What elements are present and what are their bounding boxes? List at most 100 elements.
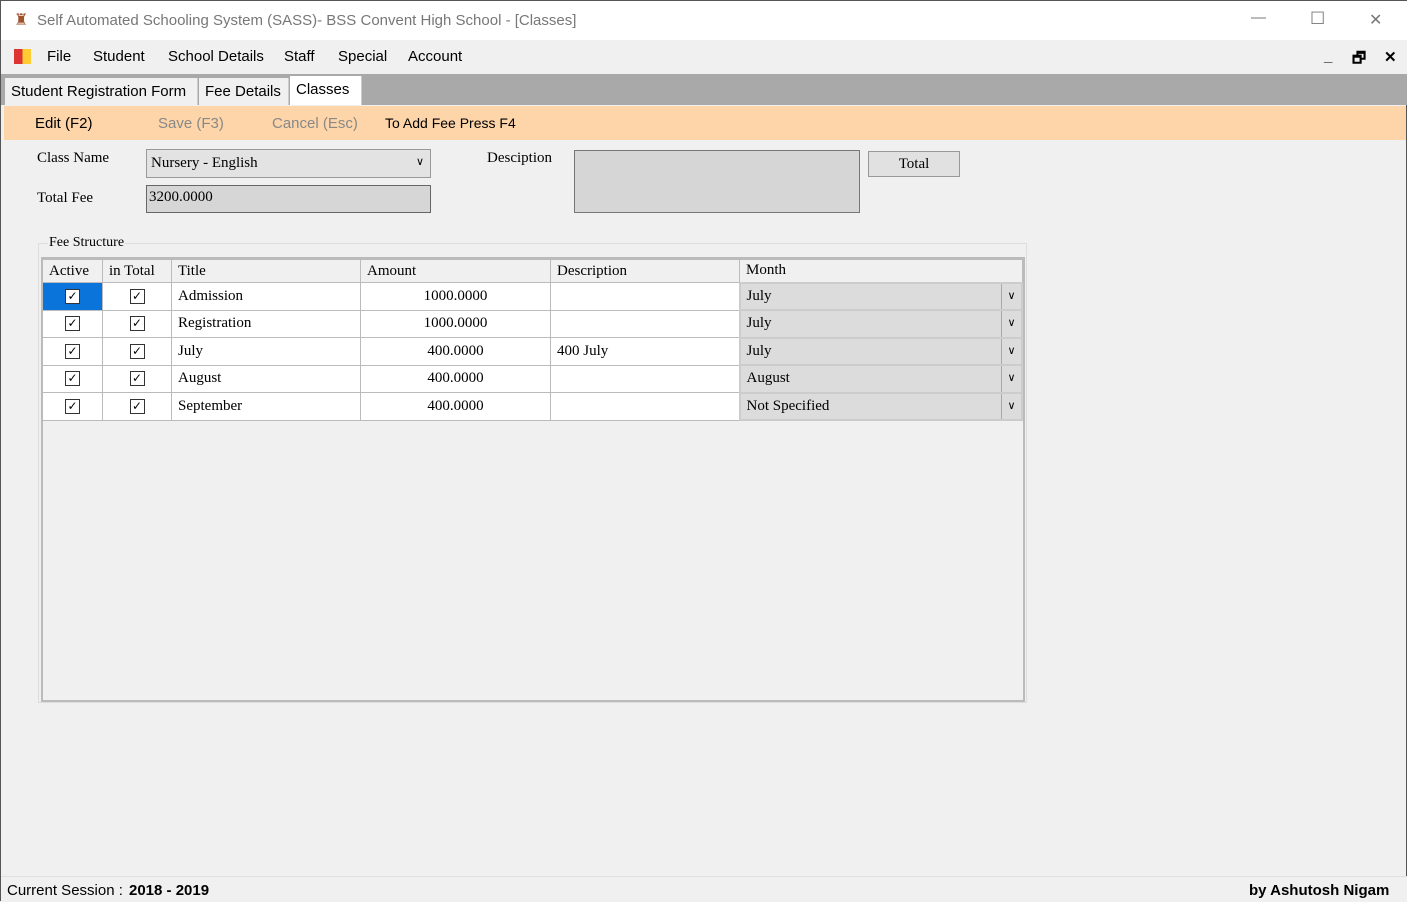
active-checkbox[interactable]: ✓ [65,343,80,359]
session-label: Current Session : [7,882,123,899]
mdi-icon [14,49,31,64]
amount-cell[interactable]: 400.0000 [360,364,551,393]
col-description[interactable]: Description [550,259,740,283]
chevron-down-icon[interactable]: ∨ [1001,338,1021,364]
status-bar: Current Session : 2018 - 2019 by Ashutos… [1,876,1407,902]
description-cell[interactable] [550,282,740,311]
table-row[interactable]: ✓ ✓ Registration 1000.0000 July ∨ [42,309,1023,339]
title-cell[interactable]: Registration [171,309,361,338]
header-row: Active in Total Title Amount Description… [42,259,1023,283]
active-checkbox[interactable]: ✓ [65,288,80,304]
window-title: Self Automated Schooling System (SASS)- … [37,12,577,29]
cancel-button[interactable]: Cancel (Esc) [272,115,358,132]
col-active[interactable]: Active [42,259,103,283]
amount-cell[interactable]: 400.0000 [360,392,551,421]
menu-special[interactable]: Special [338,48,388,65]
table-row[interactable]: ✓ ✓ July 400.0000 400 July July ∨ [42,336,1023,366]
month-select[interactable]: Not Specified ∨ [738,391,1023,421]
app-icon: ♜ [14,12,29,29]
description-cell[interactable] [550,392,740,421]
in-total-cell[interactable]: ✓ [102,364,172,393]
col-in-total[interactable]: in Total [102,259,172,283]
menu-staff[interactable]: Staff [284,48,315,65]
col-title[interactable]: Title [171,259,361,283]
minimize-button[interactable]: — [1251,9,1266,26]
document-tabs: Student Registration Form Fee Details Cl… [1,74,1407,105]
table-row[interactable]: ✓ ✓ September 400.0000 Not Specified ∨ [42,391,1023,421]
in-total-checkbox[interactable]: ✓ [129,371,145,387]
description-cell[interactable] [550,309,740,338]
description-cell[interactable] [550,364,740,393]
tab-classes[interactable]: Classes [290,76,362,105]
total-fee-label: Total Fee [37,190,94,206]
title-cell[interactable]: August [171,364,361,393]
class-name-value: Nursery - English [151,155,258,171]
table-row[interactable]: ✓ ✓ Admission 1000.0000 July ∨ [42,281,1023,311]
month-select[interactable]: July ∨ [738,281,1023,311]
active-cell[interactable]: ✓ [42,392,103,421]
month-value: July [746,315,772,332]
in-total-checkbox[interactable]: ✓ [129,316,145,332]
title-bar: ♜ Self Automated Schooling System (SASS)… [1,1,1407,40]
in-total-checkbox[interactable]: ✓ [129,398,145,414]
amount-cell[interactable]: 1000.0000 [360,282,551,311]
total-button[interactable]: Total [868,151,960,177]
tab-student-registration[interactable]: Student Registration Form [5,78,198,105]
title-cell[interactable]: September [171,392,361,421]
table-row[interactable]: ✓ ✓ August 400.0000 August ∨ [42,364,1023,394]
menu-bar: File Student School Details Staff Specia… [1,40,1407,74]
maximize-button[interactable]: ☐ [1310,9,1326,28]
menu-school-details[interactable]: School Details [168,48,264,65]
session-value: 2018 - 2019 [129,882,210,899]
total-fee-field[interactable]: 3200.0000 [146,185,431,213]
in-total-cell[interactable]: ✓ [102,309,172,338]
mdi-minimize-button[interactable]: _ [1324,48,1333,65]
active-checkbox[interactable]: ✓ [65,316,80,332]
month-value: July [746,342,772,359]
save-button[interactable]: Save (F3) [158,115,224,132]
toolbar: Edit (F2) Save (F3) Cancel (Esc) To Add … [4,106,1406,140]
mdi-restore-button[interactable]: 🗗 [1352,50,1367,67]
col-amount[interactable]: Amount [360,259,551,283]
amount-cell[interactable]: 400.0000 [360,337,551,366]
month-value: July [746,287,772,304]
in-total-cell[interactable]: ✓ [102,282,172,311]
active-cell[interactable]: ✓ [42,337,103,366]
fee-structure-group [38,243,1027,703]
month-select[interactable]: August ∨ [738,364,1023,394]
mdi-close-button[interactable]: ✕ [1384,49,1397,66]
class-name-select[interactable]: Nursery - English ∨ [146,149,431,178]
description-cell[interactable]: 400 July [550,337,740,366]
chevron-down-icon[interactable]: ∨ [1001,283,1021,309]
class-name-label: Class Name [37,150,110,166]
active-cell[interactable]: ✓ [42,364,103,393]
description-field[interactable] [574,150,860,213]
title-cell[interactable]: Admission [171,282,361,311]
menu-student[interactable]: Student [93,48,145,65]
close-button[interactable]: ✕ [1369,12,1383,29]
description-label: Desciption [487,150,552,166]
tab-fee-details[interactable]: Fee Details [199,78,289,105]
chevron-down-icon[interactable]: ∨ [1001,311,1021,337]
menu-account[interactable]: Account [408,48,463,65]
month-select[interactable]: July ∨ [738,309,1023,339]
in-total-checkbox[interactable]: ✓ [129,288,145,304]
active-cell[interactable]: ✓ [42,282,103,311]
month-value: August [746,370,790,387]
active-cell[interactable]: ✓ [42,309,103,338]
chevron-down-icon[interactable]: ∨ [1001,393,1021,419]
in-total-cell[interactable]: ✓ [102,392,172,421]
menu-file[interactable]: File [47,48,72,65]
chevron-down-icon[interactable]: ∨ [1001,366,1021,392]
month-select[interactable]: July ∨ [738,336,1023,366]
amount-cell[interactable]: 1000.0000 [360,309,551,338]
active-checkbox[interactable]: ✓ [65,371,80,387]
in-total-cell[interactable]: ✓ [102,337,172,366]
active-checkbox[interactable]: ✓ [65,398,80,414]
in-total-checkbox[interactable]: ✓ [129,343,145,359]
edit-button[interactable]: Edit (F2) [35,115,93,132]
col-month[interactable]: Month [739,259,1023,283]
hint-text: To Add Fee Press F4 [385,115,516,131]
title-cell[interactable]: July [171,337,361,366]
month-value: Not Specified [746,397,830,414]
